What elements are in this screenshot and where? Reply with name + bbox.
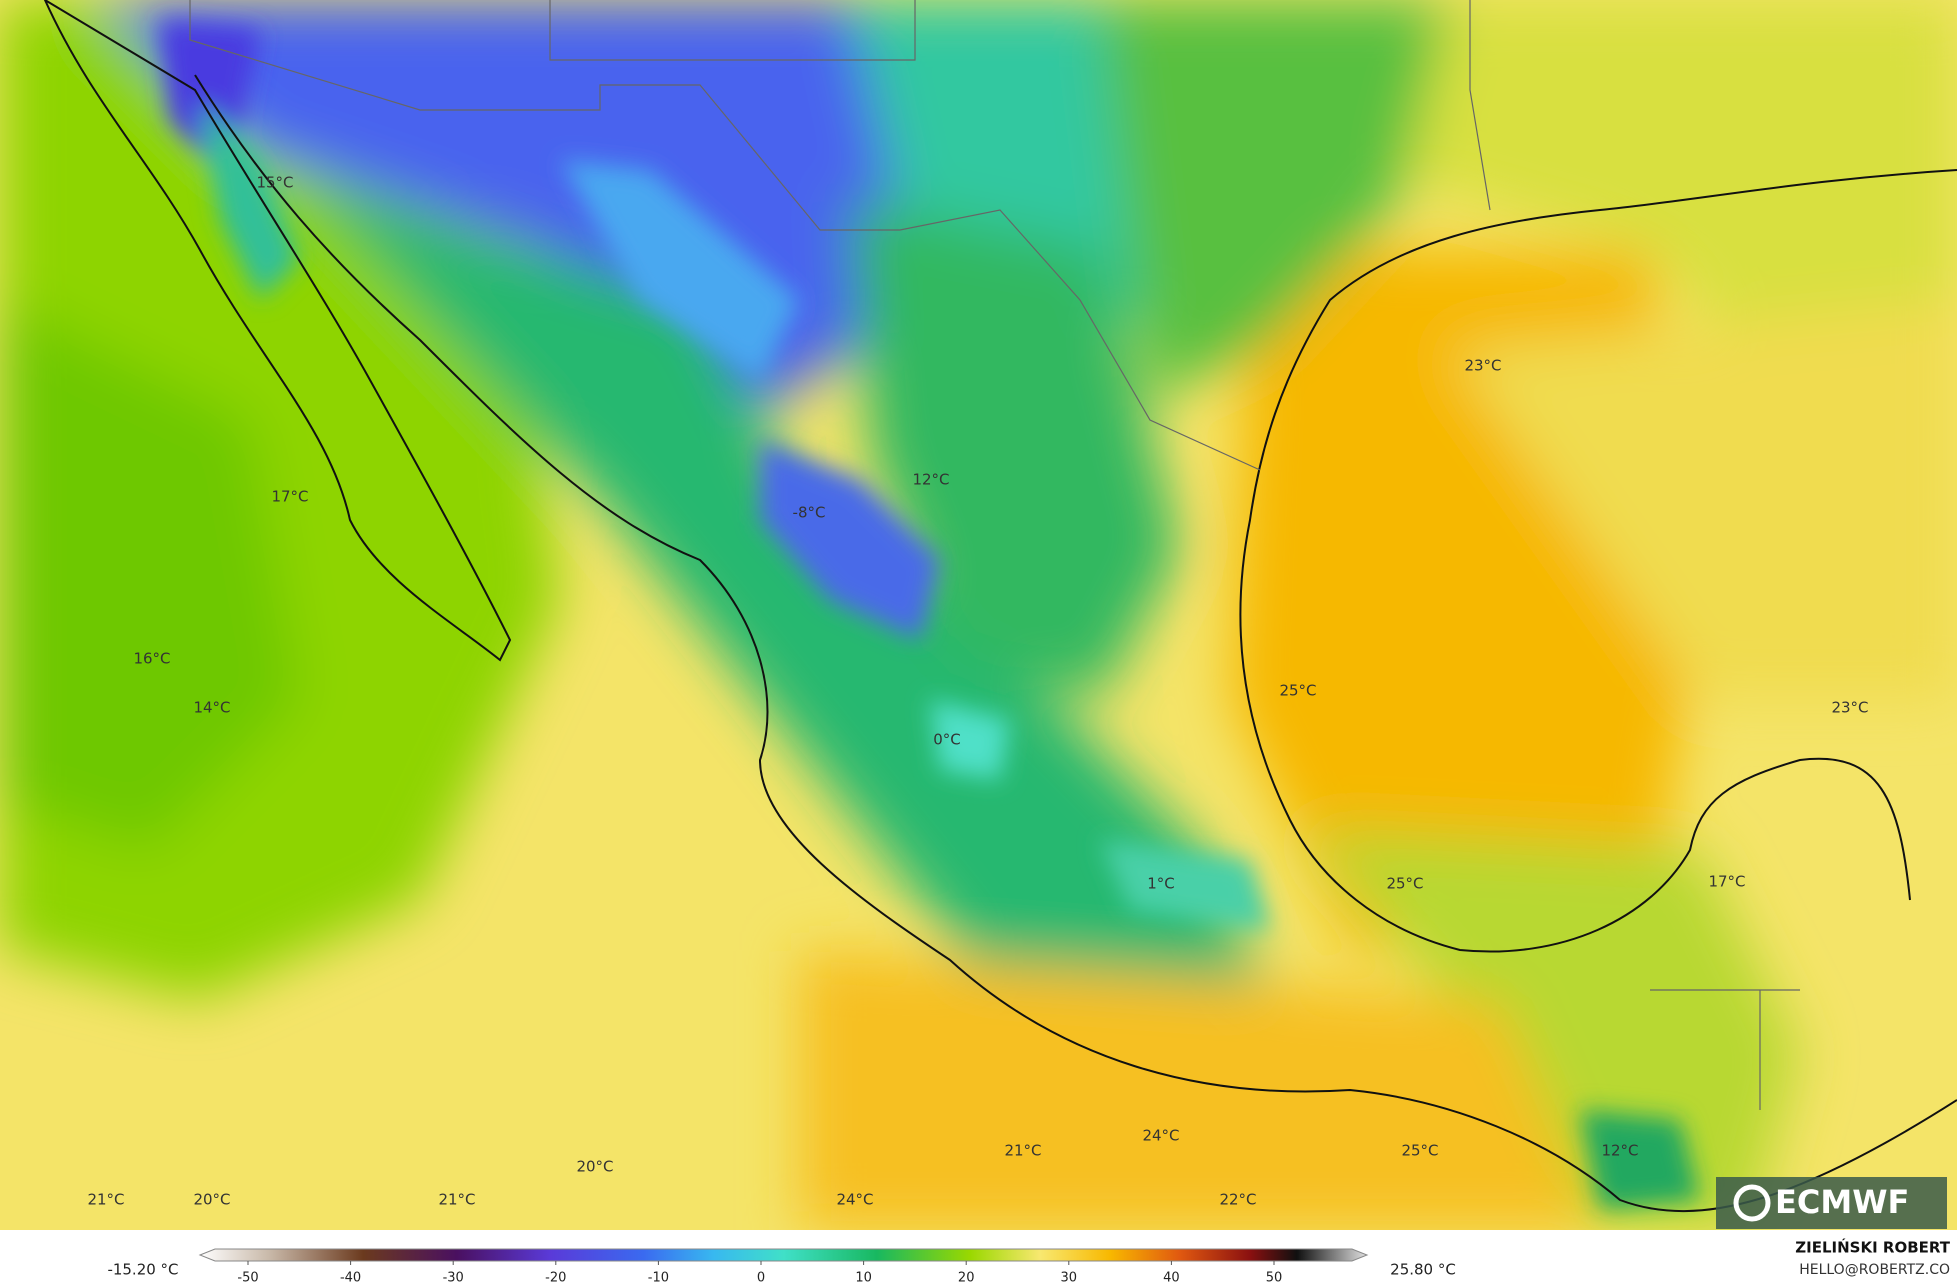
tick-label: -10	[648, 1271, 669, 1286]
temperature-label: 25°C	[1386, 875, 1423, 893]
temperature-label: 20°C	[193, 1191, 230, 1209]
map-labels: 15°C 17°C 16°C 14°C 12°C -8°C 0°C 1°C 23°C 25°C 23…	[87, 174, 1868, 1209]
temperature-label: 25°C	[1279, 682, 1316, 700]
temperature-label: 0°C	[933, 731, 961, 749]
temperature-label: 21°C	[1004, 1142, 1041, 1160]
credit-author: ZIELIŃSKI ROBERT	[1795, 1238, 1950, 1257]
tick-label: 30	[1061, 1271, 1078, 1286]
temperature-label: 25°C	[1401, 1142, 1438, 1160]
temperature-label: 14°C	[193, 699, 230, 717]
colorbar-max: 25.80 °C	[1390, 1261, 1456, 1279]
temperature-label: 12°C	[912, 471, 949, 489]
temperature-label: 21°C	[87, 1191, 124, 1209]
temperature-label: 17°C	[271, 488, 308, 506]
tick-label: 50	[1266, 1271, 1283, 1286]
temperature-field	[0, 0, 1957, 1230]
temperature-label: 24°C	[836, 1191, 873, 1209]
credit-contact: HELLO@ROBERTZ.CO	[1799, 1262, 1950, 1278]
temperature-label: 24°C	[1142, 1127, 1179, 1145]
coastline	[43, 0, 1957, 1213]
logo: ECMWF	[1716, 1177, 1947, 1229]
temperature-label: 15°C	[256, 174, 293, 192]
temperature-label: 17°C	[1708, 873, 1745, 891]
logo-icon	[1733, 1184, 1771, 1222]
temperature-label: 20°C	[576, 1158, 613, 1176]
logo-text: ECMWF	[1775, 1183, 1909, 1221]
borders	[189, 0, 1800, 1110]
tick-label: 40	[1163, 1271, 1180, 1286]
tick-label: -40	[340, 1271, 361, 1286]
colorbar-min: -15.20 °C	[107, 1261, 178, 1279]
colorbar-ticks: -50 -40 -30 -20 -10 0 10 20 30 40 50	[237, 1261, 1282, 1286]
tick-label: 0	[757, 1271, 765, 1286]
temperature-label: 1°C	[1147, 875, 1175, 893]
tick-label: -50	[237, 1271, 258, 1286]
temperature-label: 23°C	[1464, 357, 1501, 375]
colorbar	[198, 1248, 1369, 1262]
temperature-label: 12°C	[1601, 1142, 1638, 1160]
tick-label: -20	[545, 1271, 566, 1286]
tick-label: 20	[958, 1271, 975, 1286]
tick-label: 10	[855, 1271, 872, 1286]
temperature-label: -8°C	[793, 504, 826, 522]
temperature-label: 16°C	[133, 650, 170, 668]
temperature-label: 22°C	[1219, 1191, 1256, 1209]
tick-label: -30	[443, 1271, 464, 1286]
temperature-label: 23°C	[1831, 699, 1868, 717]
temperature-label: 21°C	[438, 1191, 475, 1209]
